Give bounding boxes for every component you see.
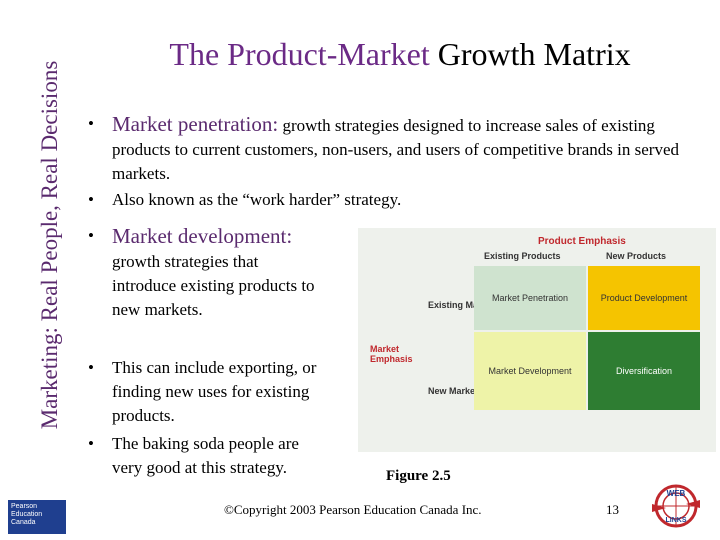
bullet-work-harder: • Also known as the “work harder” strateg… <box>88 190 402 209</box>
bullet-exporting: • This can include exporting, or finding … <box>88 358 317 425</box>
copyright: ©Copyright 2003 Pearson Education Canada… <box>224 502 482 517</box>
cell-market-development: Market Development <box>474 332 586 410</box>
book-title-vertical: Marketing: Real People, Real Decisions <box>37 60 62 430</box>
web-label: WEB <box>667 489 686 498</box>
web-links-icon[interactable]: WEB LINKS <box>648 478 704 534</box>
row-header-existing: Existing Markets <box>428 300 500 310</box>
col-header-existing: Existing Products <box>484 251 561 261</box>
links-label: LINKS <box>666 517 687 524</box>
bullet-market-penetration: • Market penetration: growth strategies d… <box>88 112 679 183</box>
row-header-new: New Markets <box>428 386 484 396</box>
cell-market-penetration: Market Penetration <box>474 266 586 330</box>
growth-matrix-figure: Product Emphasis Existing Products New P… <box>358 228 716 452</box>
slide-title: The Product-Market Growth Matrix <box>169 36 631 72</box>
publisher-logo: Pearson Education Canada <box>8 500 66 534</box>
col-header-new: New Products <box>606 251 667 261</box>
bullet-market-development: • Market development: growth strategies t… <box>88 224 315 319</box>
cell-product-development: Product Development <box>588 266 700 330</box>
sidebar: Marketing: Real People, Real Decisions P… <box>0 0 80 540</box>
figure-caption: Figure 2.5 <box>386 468 451 484</box>
market-emphasis-label: Market Emphasis <box>370 344 413 364</box>
cell-diversification: Diversification <box>588 332 700 410</box>
product-emphasis-label: Product Emphasis <box>538 236 626 247</box>
page-number: 13 <box>606 502 619 517</box>
bullet-baking-soda: • The baking soda people are very good at… <box>88 434 299 477</box>
